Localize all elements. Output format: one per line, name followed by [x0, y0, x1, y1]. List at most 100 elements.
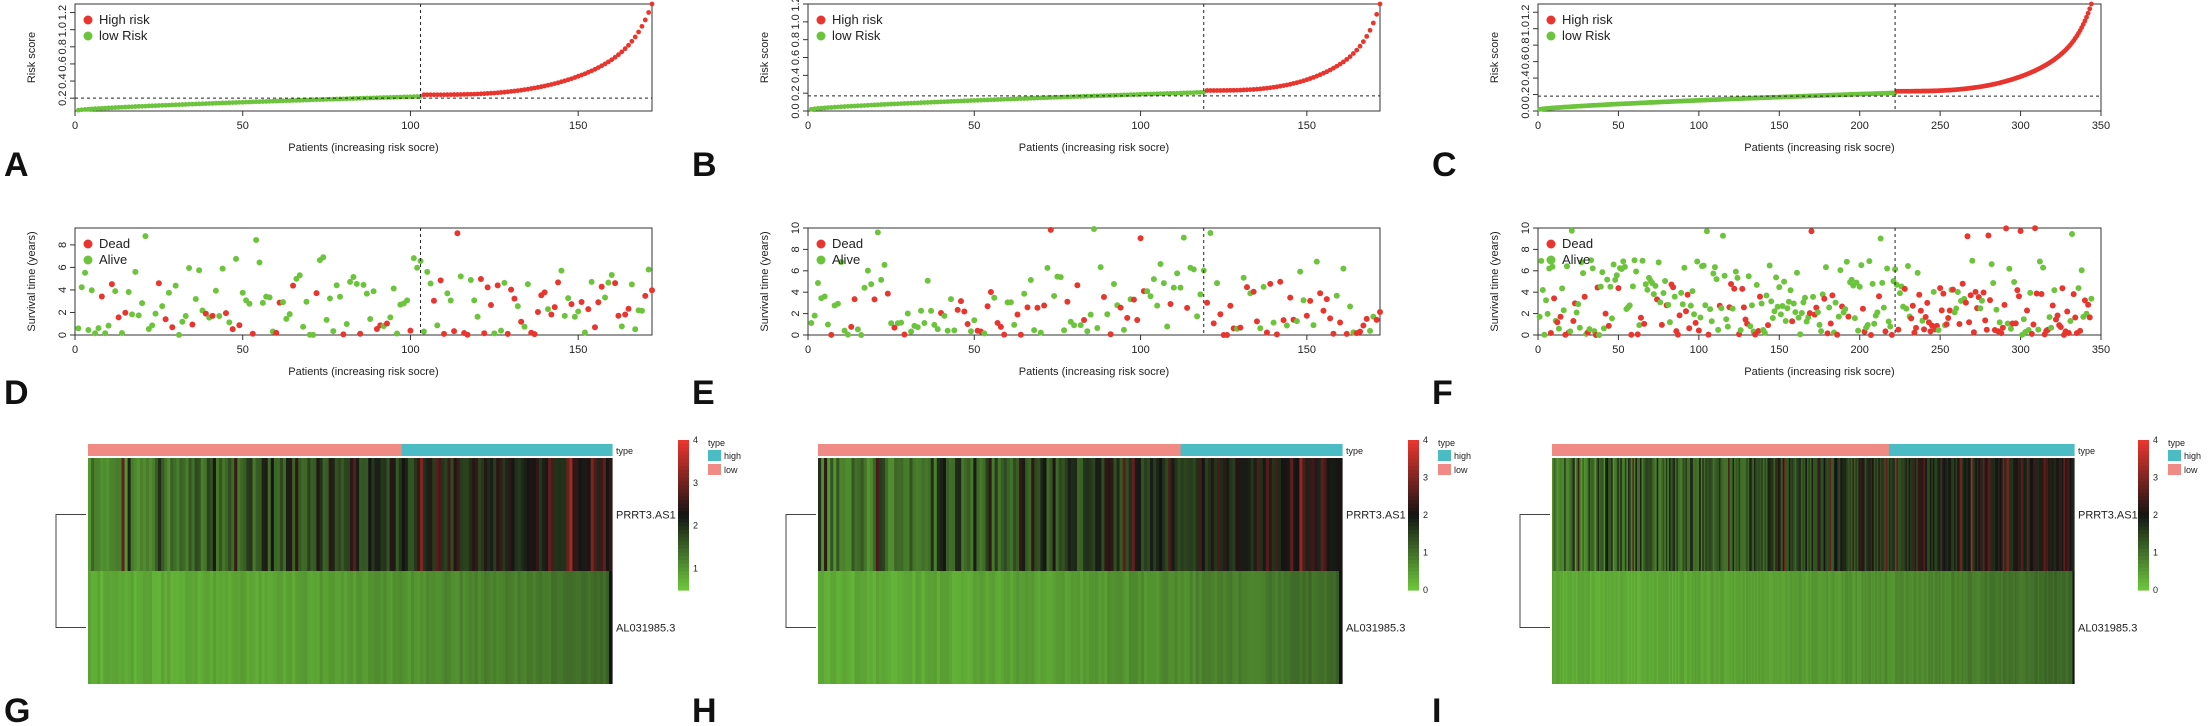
heatmap-cell-row2 [1876, 571, 1879, 684]
y-axis-label: Survival time (years) [759, 231, 771, 331]
color-key-cell [2138, 522, 2149, 527]
type-annotation-cell [1119, 444, 1124, 456]
heatmap-cell-row1 [1113, 458, 1118, 571]
heatmap-cell-row1 [1101, 458, 1105, 571]
color-key-cell [2138, 511, 2149, 516]
heatmap-cell-row2 [1156, 571, 1160, 684]
heatmap-cell-row2 [1992, 571, 1995, 684]
dead-point [957, 298, 964, 305]
dead-point [1950, 286, 1957, 293]
heatmap-cell-row2 [1811, 571, 1814, 684]
heatmap-cell-row2 [1825, 571, 1828, 684]
color-key-cell [1408, 473, 1419, 479]
color-key-cell [1408, 488, 1419, 494]
heatmap-cell-row2 [1043, 571, 1048, 684]
type-annotation-cell [1670, 444, 1673, 456]
low-risk-point [243, 99, 249, 105]
heatmap-cell-row2 [417, 571, 421, 684]
heatmap-cell-row2 [1268, 571, 1273, 684]
type-annotation-cell [1137, 444, 1142, 456]
heatmap-cell-row2 [985, 571, 990, 684]
heatmap-cell-row1 [1696, 458, 1699, 571]
alive-point [1061, 327, 1068, 334]
heatmap-cell-row2 [1987, 571, 1990, 684]
color-key-label: 1 [2153, 548, 2158, 558]
row-label: AL031985.3 [2078, 623, 2137, 635]
heatmap-cell-row2 [127, 571, 132, 684]
heatmap-cell-row2 [1211, 571, 1215, 684]
dead-point [273, 329, 280, 336]
heatmap-cell-row1 [1768, 458, 1772, 571]
heatmap-cell-row2 [243, 571, 248, 684]
heatmap-cell-row1 [1758, 458, 1761, 571]
type-annotation-cell [359, 444, 363, 456]
heatmap-cell-row1 [295, 458, 299, 571]
color-key-cell [678, 458, 689, 464]
heatmap-cell-row2 [1162, 571, 1166, 684]
color-key-cell [678, 466, 689, 471]
heatmap-cell-row1 [1274, 458, 1279, 571]
alive-point [447, 297, 454, 304]
alive-point [948, 296, 954, 303]
heatmap-cell-row1 [526, 458, 531, 571]
alive-point [1011, 321, 1018, 328]
heatmap-cell-row1 [1790, 458, 1793, 571]
heatmap-cell-row1 [1691, 458, 1694, 571]
type-annotation-cell [891, 444, 895, 456]
heatmap-cell-row1 [2051, 458, 2054, 571]
heatmap-cell-row2 [1928, 571, 1931, 684]
heatmap-cell-row1 [1229, 458, 1233, 571]
heatmap-cell-row2 [1712, 571, 1715, 684]
type-annotation-cell [1271, 444, 1276, 456]
alive-point [1044, 264, 1051, 271]
type-annotation-cell [1113, 444, 1118, 456]
dead-point [1658, 321, 1665, 328]
heatmap-cell-row1 [1558, 458, 1561, 571]
type-annotation-cell [1116, 444, 1121, 456]
type-annotation-cell [526, 444, 531, 456]
x-axis-label: Patients (increasing risk socre) [1744, 142, 1894, 154]
type-annotation-cell [1914, 444, 1917, 456]
type-annotation-cell [1618, 444, 1621, 456]
heatmap-cell-row2 [1779, 571, 1782, 684]
type-annotation-cell [1101, 444, 1105, 456]
heatmap-cell-row2 [1800, 571, 1803, 684]
heatmap-cell-row1 [353, 458, 357, 571]
alive-point [991, 294, 998, 301]
heatmap-cell-row2 [1984, 571, 1987, 684]
y-tick-label: 0 [1520, 332, 1532, 338]
heatmap-cell-row2 [988, 571, 993, 684]
type-annotation-cell [1816, 444, 1819, 456]
heatmap-cell-row2 [2055, 571, 2058, 684]
type-annotation-cell [1574, 444, 1577, 456]
heatmap-cell-row1 [1116, 458, 1121, 571]
heatmap-cell-row1 [848, 458, 853, 571]
dead-point [964, 320, 971, 327]
heatmap-cell-row1 [1908, 458, 1911, 571]
alive-point [2035, 326, 2042, 333]
type-annotation-cell [1025, 444, 1029, 456]
heatmap-cell-row1 [1089, 458, 1093, 571]
heatmap-cell-row1 [2017, 458, 2020, 571]
high-risk-point [1377, 1, 1383, 7]
panel-label-d: D [4, 374, 29, 412]
heatmap-cell-row1 [1852, 458, 1855, 571]
type-annotation-cell [234, 444, 238, 456]
type-annotation-cell [1740, 444, 1743, 456]
type-annotation-cell [1943, 444, 1946, 456]
heatmap-cell-row1 [1901, 458, 1904, 571]
type-annotation-cell [252, 444, 257, 456]
heatmap-cell-row1 [1195, 458, 1200, 571]
heatmap-cell-row1 [2055, 458, 2058, 571]
heatmap-cell-row2 [450, 571, 455, 684]
heatmap-cell-row1 [1644, 458, 1647, 571]
alive-point [1816, 321, 1823, 328]
type-annotation-cell [511, 444, 516, 456]
color-key-cell [2138, 537, 2149, 542]
type-annotation-cell [1591, 444, 1594, 456]
type-annotation-cell [1603, 444, 1606, 456]
heatmap-cell-row1 [1857, 458, 1860, 571]
type-annotation-cell [1901, 444, 1904, 456]
low-risk-point [294, 97, 299, 103]
